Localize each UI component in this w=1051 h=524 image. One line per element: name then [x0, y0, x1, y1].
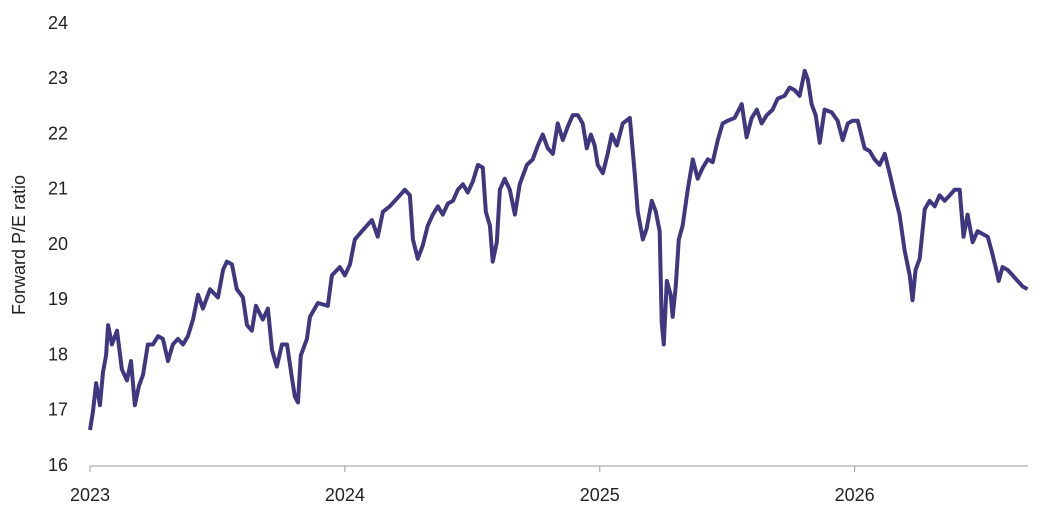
x-tick-label: 2023 [70, 485, 110, 505]
x-tick-label: 2025 [580, 485, 620, 505]
line [88, 68, 1029, 431]
y-tick-label: 18 [48, 344, 68, 364]
y-tick-label: 20 [48, 234, 68, 254]
y-axis-title: Forward P/E ratio [9, 175, 29, 315]
y-tick-label: 23 [48, 68, 68, 88]
y-tick-label: 22 [48, 123, 68, 143]
x-tick-label: 2024 [325, 485, 365, 505]
y-tick-label: 19 [48, 289, 68, 309]
x-tick-label: 2026 [835, 485, 875, 505]
y-tick-label: 21 [48, 179, 68, 199]
y-tick-label: 24 [48, 13, 68, 33]
y-tick-label: 16 [48, 455, 68, 475]
y-tick-label: 17 [48, 400, 68, 420]
